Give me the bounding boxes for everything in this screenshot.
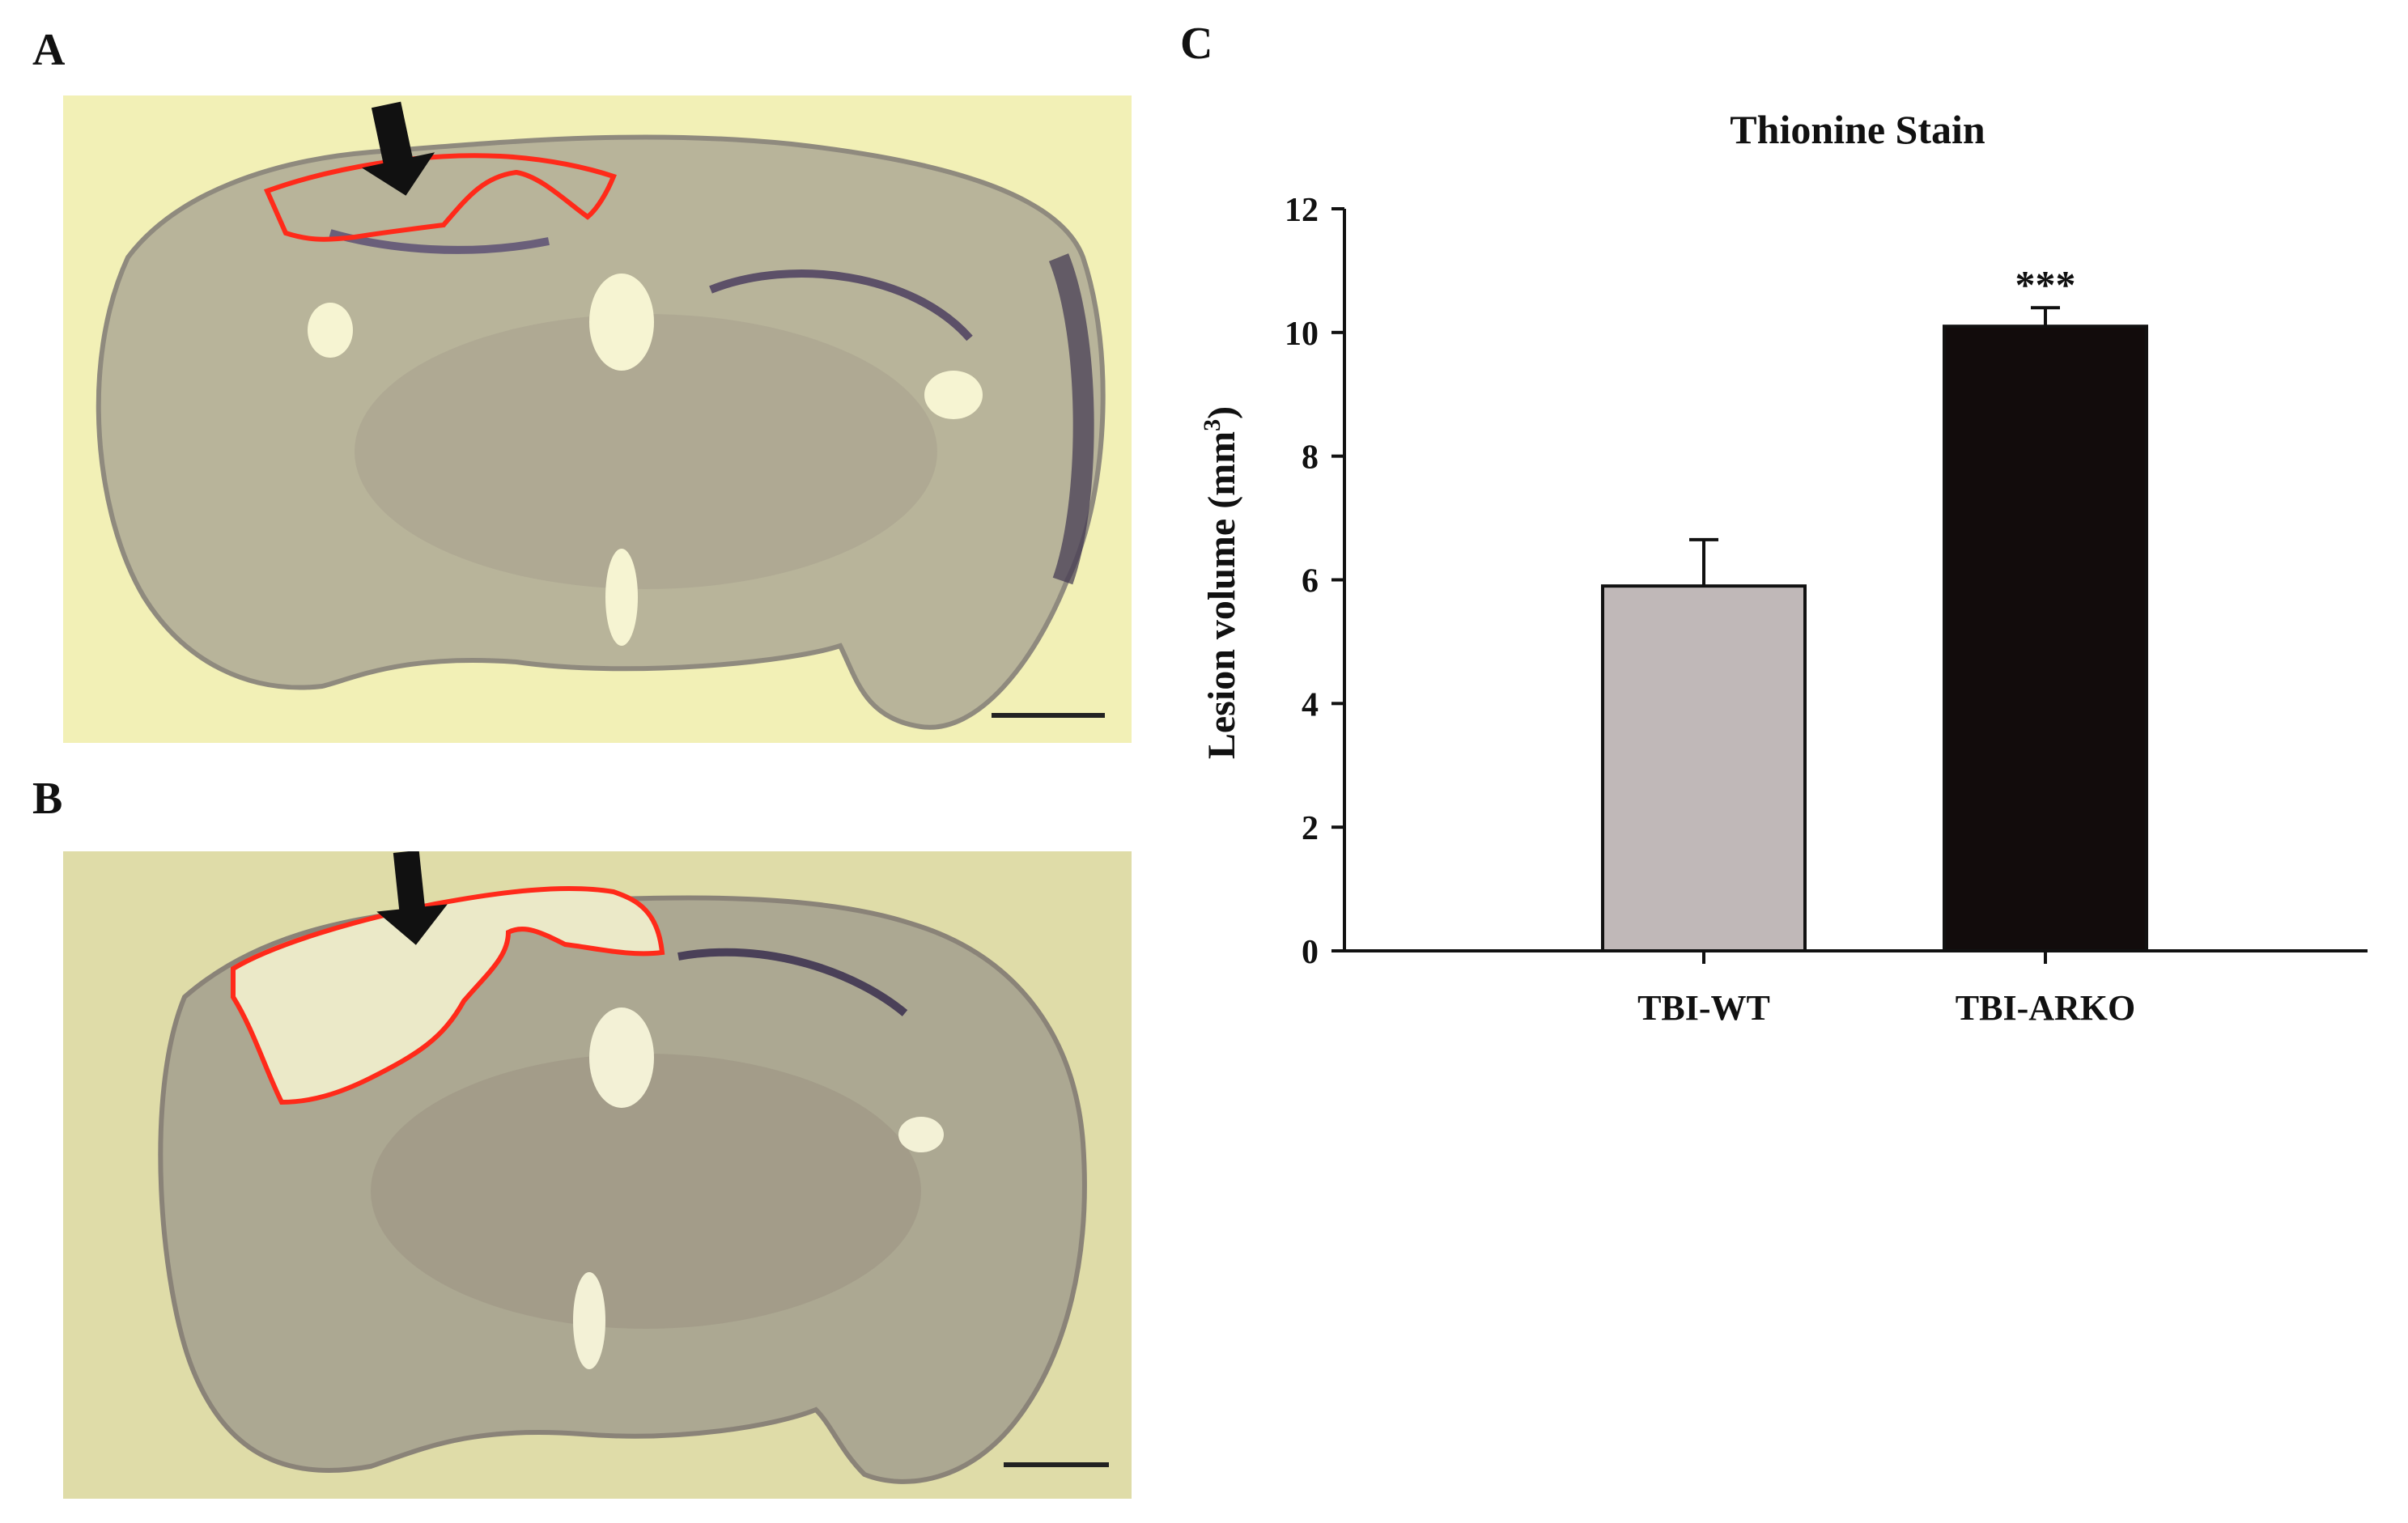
svg-text:Lesion volume (mm3): Lesion volume (mm3) [1199, 406, 1243, 759]
brain-section-a [63, 95, 1132, 743]
ventricle-lower [605, 549, 638, 646]
panel-label-b: B [32, 774, 63, 824]
y-axis-label-text: Lesion volume (mm [1200, 431, 1243, 759]
y-tick-label: 0 [1302, 934, 1319, 971]
bar-tbi-wt [1601, 584, 1807, 952]
panel-label-a: A [32, 25, 66, 75]
bar-tbi-arko [1943, 325, 2148, 953]
brain-section-b [63, 851, 1132, 1499]
hippocampus-right [677, 948, 908, 1016]
y-tick-label: 2 [1302, 810, 1319, 847]
ventricle-center [589, 274, 654, 371]
micrograph-panel-b [63, 851, 1132, 1499]
y-axis-label-close: ) [1200, 406, 1243, 419]
micrograph-panel-a [63, 95, 1132, 743]
y-tick-label: 6 [1302, 563, 1319, 600]
panel-label-c: C [1180, 19, 1213, 69]
y-tick-label: 8 [1302, 439, 1319, 477]
ventricle-right [924, 371, 983, 419]
ventricle-lower [573, 1272, 605, 1369]
y-tick-label: 4 [1302, 686, 1319, 723]
hippocampus-right [709, 269, 973, 342]
dark-edge [1048, 253, 1094, 585]
y-axis-label-superscript: 3 [1199, 419, 1225, 431]
ventricle-left [308, 303, 353, 358]
central-region [355, 314, 937, 589]
lesion-outline [231, 885, 665, 1105]
y-ticks: 0 2 4 6 8 10 12 [1285, 192, 1344, 971]
ventricle-right [898, 1117, 944, 1152]
bar-chart: Thionine Stain Lesion volume (mm3) 0 2 4 6 8… [1199, 107, 2368, 1028]
y-tick-label: 12 [1285, 192, 1319, 229]
x-tick-label: TBI-ARKO [1956, 988, 2135, 1028]
x-tick-labels: TBI-WT TBI-ARKO [1637, 951, 2135, 1028]
chart-title: Thionine Stain [1730, 107, 1985, 152]
bars: *** [1601, 261, 2148, 953]
central-region [371, 1054, 921, 1329]
arrow-icon [362, 101, 435, 196]
ventricle-center [589, 1008, 654, 1108]
lesion-outline [263, 153, 617, 242]
x-tick-label: TBI-WT [1637, 988, 1770, 1028]
arrow-icon [376, 851, 448, 945]
y-tick-label: 10 [1285, 316, 1319, 353]
significance-annotation: *** [2015, 261, 2076, 307]
y-axis-label: Lesion volume (mm3) [1199, 406, 1243, 759]
